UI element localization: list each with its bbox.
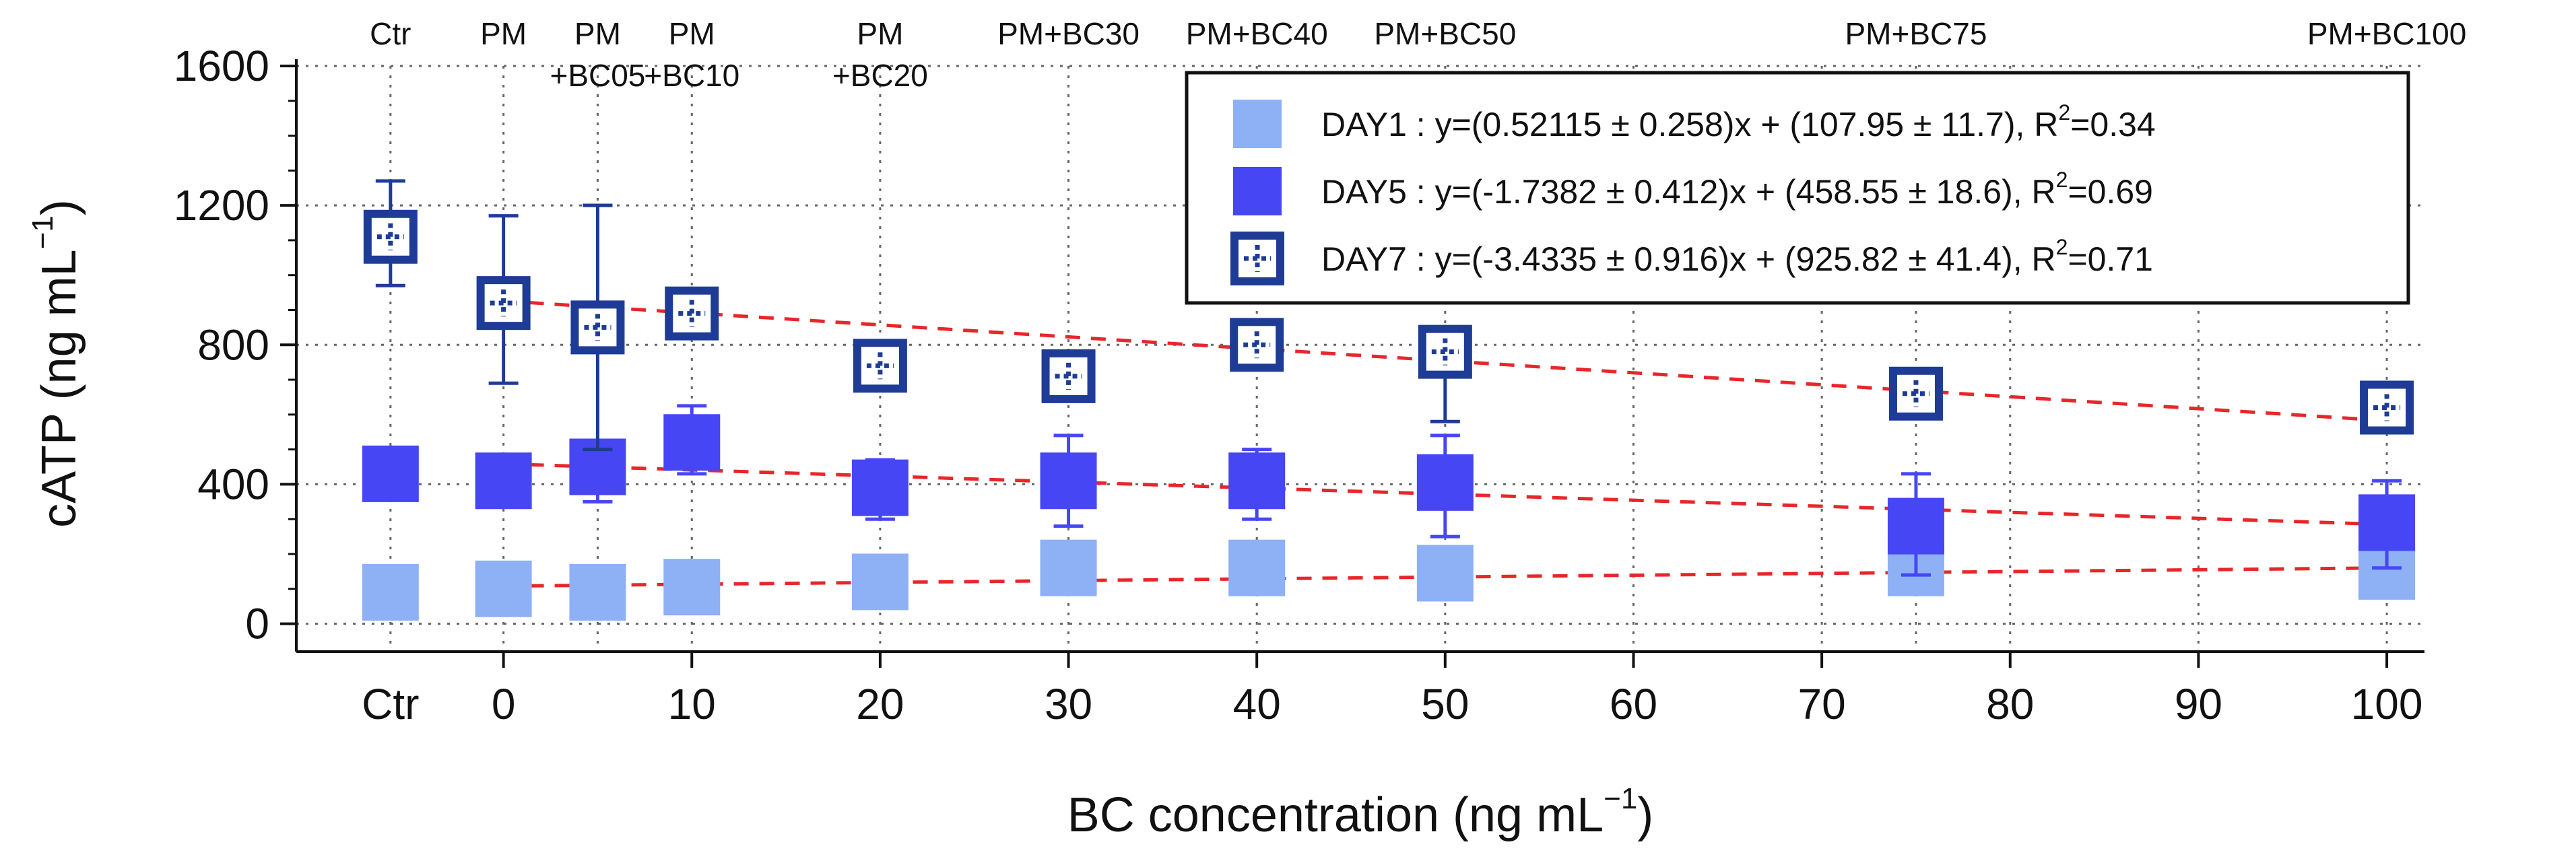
data-point-day7 [363, 209, 418, 264]
data-point-day5 [1040, 452, 1097, 510]
x-tick-label: 90 [2175, 680, 2222, 728]
series-day7 [363, 179, 2414, 452]
x-tick-label: 100 [2351, 680, 2423, 728]
x-tick-label: 40 [1233, 680, 1281, 728]
y-tick-label: 1200 [174, 181, 269, 230]
data-point-day7 [1041, 349, 1096, 403]
top-label: PM+BC40 [1186, 16, 1328, 51]
x-tick-label: 60 [1610, 680, 1657, 728]
data-point-day7 [570, 300, 625, 355]
x-tick-label: 30 [1045, 680, 1092, 728]
data-point-day7 [1230, 318, 1284, 372]
data-point-day7 [2360, 380, 2414, 435]
legend-r2-value: =0.69 [2068, 173, 2153, 211]
data-point-day5 [362, 445, 419, 502]
data-point-day1 [1416, 545, 1474, 602]
x-axis-title-sup: −1 [1604, 782, 1637, 815]
legend-r2-sup: 2 [2056, 168, 2068, 192]
data-point-day7 [1888, 366, 1943, 421]
data-point-day5 [2358, 494, 2416, 551]
top-label: +BC05 [550, 58, 645, 93]
top-label: +BC10 [644, 58, 739, 93]
x-tick-label: 70 [1798, 680, 1846, 728]
legend-r2-sup: 2 [2056, 235, 2068, 259]
data-point-day1 [851, 553, 909, 611]
data-point-day7-box [363, 209, 418, 264]
data-point-day7-box [570, 300, 625, 355]
data-point-day7-box [665, 286, 719, 341]
x-tick-label: 80 [1986, 680, 2034, 728]
top-label: PM+BC75 [1845, 16, 1987, 51]
data-point-day1 [569, 563, 626, 621]
data-point-day5 [1416, 454, 1474, 511]
top-label: PM+BC50 [1374, 16, 1516, 51]
series-day5 [362, 203, 2416, 577]
y-tick-label: 1600 [174, 42, 269, 90]
top-label: PM [480, 16, 527, 51]
y-axis-title-sup: −1 [26, 215, 59, 249]
data-point-day7 [476, 276, 531, 331]
y-tick-label: 800 [197, 320, 269, 369]
legend-marker-day1 [1233, 100, 1282, 148]
legend-r2-sup: 2 [2058, 100, 2070, 125]
legend-box [1185, 71, 2410, 305]
top-label: PM [574, 16, 621, 51]
x-tick-label: 10 [668, 680, 716, 728]
data-point-day1 [1228, 539, 1286, 596]
y-axis-title-end: ) [32, 199, 86, 215]
top-label: PM+BC100 [2307, 16, 2467, 51]
data-point-day1 [362, 563, 419, 621]
top-label: PM+BC30 [997, 16, 1140, 51]
x-tick-label: 0 [492, 680, 516, 728]
fit-line-day7 [503, 299, 2387, 423]
data-point-day7 [665, 286, 719, 341]
legend-label-day5: DAY5 : y=(-1.7382 ± 0.412)x + (458.55 ± … [1321, 168, 2153, 211]
data-point-day5 [475, 452, 532, 510]
legend-label-day1: DAY1 : y=(0.52115 ± 0.258)x + (107.95 ± … [1321, 100, 2156, 143]
legend-marker-day7 [1230, 232, 1284, 285]
legend-r2-value: =0.71 [2068, 240, 2153, 278]
y-tick-label: 400 [197, 460, 269, 508]
data-point-day5 [1887, 497, 1944, 555]
axes: 0 400 800 1200 1600 0 10 20 30 40 50 60 70 80 90 100 Ctr… [26, 16, 2466, 842]
data-point-day7 [1418, 324, 1472, 379]
data-point-day7 [853, 339, 907, 393]
y-axis-title: cATP (ng mL−1) [26, 199, 86, 528]
x-tick-label: 50 [1421, 680, 1469, 728]
fit-lines [503, 299, 2387, 588]
data-point-day1 [663, 559, 721, 616]
data-point-day1 [475, 560, 532, 617]
x-axis-title-end: ) [1637, 788, 1653, 842]
top-label: PM [669, 16, 715, 51]
top-label: PM [857, 16, 903, 51]
legend-marker-day5 [1233, 167, 1282, 215]
x-axis-title: BC concentration (ng mL−1) [1067, 782, 1654, 842]
data-series [362, 179, 2416, 621]
legend-label-day7: DAY7 : y=(-3.4335 ± 0.916)x + (925.82 ± … [1321, 235, 2153, 278]
top-label: Ctr [370, 16, 411, 51]
legend: DAY1 : y=(0.52115 ± 0.258)x + (107.95 ± … [1185, 71, 2410, 305]
data-point-day5 [1228, 452, 1286, 510]
legend-r2-value: =0.34 [2070, 106, 2156, 143]
fit-line-day1 [503, 566, 2387, 588]
y-tick-label: 0 [245, 600, 269, 648]
series-day1 [362, 539, 2416, 621]
fit-line-day5 [503, 462, 2387, 526]
x-tick-label-ctr: Ctr [362, 680, 419, 728]
data-point-day5 [663, 414, 721, 471]
x-tick-label: 20 [856, 680, 904, 728]
data-point-day1 [1040, 539, 1097, 596]
top-label: +BC20 [832, 58, 928, 93]
data-point-day5 [851, 459, 909, 516]
